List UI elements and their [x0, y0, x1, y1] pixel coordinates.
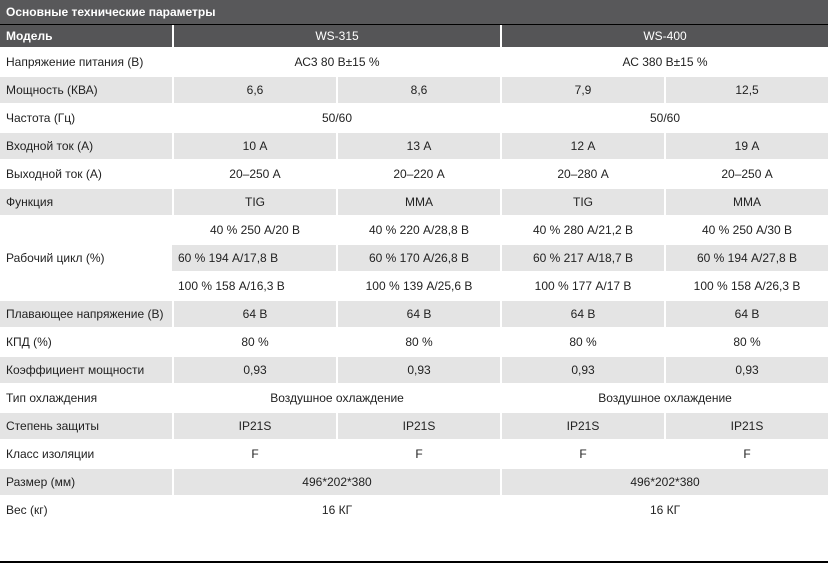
- cell: 13 А: [336, 133, 501, 161]
- cell: 19 А: [664, 133, 828, 161]
- cell: 40 % 280 А/21,2 В: [500, 217, 665, 245]
- row-function: Функция TIG MMA TIG MMA: [0, 189, 828, 217]
- row-label: Вес (кг): [0, 497, 172, 525]
- section-title: Основные технические параметры: [0, 0, 828, 24]
- model-ws400: WS-400: [500, 25, 828, 49]
- cell: 12 А: [500, 133, 665, 161]
- cell-ws400: 16 КГ: [500, 497, 828, 525]
- cell-ws315: АС3 80 В±15 %: [172, 49, 501, 77]
- cell: 60 % 170 А/26,8 В: [336, 245, 501, 273]
- cell-ws400: 496*202*380: [500, 469, 828, 497]
- cell: F: [664, 441, 828, 469]
- cell: IP21S: [172, 413, 336, 441]
- cell: 20–250 А: [664, 161, 828, 189]
- cell: F: [500, 441, 665, 469]
- cell-ws315: Воздушное охлаждение: [172, 385, 501, 413]
- cell: 64 В: [664, 301, 828, 329]
- row-label: Частота (Гц): [0, 105, 172, 133]
- cell: 0,93: [172, 357, 336, 385]
- row-duty-cycle-100: 100 % 158 А/16,3 В 100 % 139 А/25,6 В 10…: [0, 273, 828, 301]
- cell: TIG: [172, 189, 336, 217]
- row-label: Рабочий цикл (%): [0, 217, 172, 301]
- cell: 64 В: [336, 301, 501, 329]
- row-label: Степень защиты: [0, 413, 172, 441]
- cell: 0,93: [664, 357, 828, 385]
- row-power: Мощность (КВА) 6,6 8,6 7,9 12,5: [0, 77, 828, 105]
- cell-ws400: Воздушное охлаждение: [500, 385, 828, 413]
- cell: 7,9: [500, 77, 665, 105]
- row-label: Размер (мм): [0, 469, 172, 497]
- cell: 12,5: [664, 77, 828, 105]
- row-open-voltage: Плавающее напряжение (В) 64 В 64 В 64 В …: [0, 301, 828, 329]
- cell: IP21S: [336, 413, 501, 441]
- cell-ws315: 496*202*380: [172, 469, 501, 497]
- row-label: Тип охлаждения: [0, 385, 172, 413]
- row-voltage: Напряжение питания (В) АС3 80 В±15 % АС …: [0, 49, 828, 77]
- row-efficiency: КПД (%) 80 % 80 % 80 % 80 %: [0, 329, 828, 357]
- row-label: КПД (%): [0, 329, 172, 357]
- cell: 100 % 139 А/25,6 В: [336, 273, 501, 301]
- row-input-current: Входной ток (А) 10 А 13 А 12 А 19 А: [0, 133, 828, 161]
- cell: 0,93: [500, 357, 665, 385]
- cell: 80 %: [336, 329, 501, 357]
- header-row: Модель WS-315 WS-400: [0, 25, 828, 49]
- cell: 20–220 А: [336, 161, 501, 189]
- row-label: Класс изоляции: [0, 441, 172, 469]
- cell: 0,93: [336, 357, 501, 385]
- row-protection: Степень защиты IP21S IP21S IP21S IP21S: [0, 413, 828, 441]
- row-label: Напряжение питания (В): [0, 49, 172, 77]
- spec-table: Модель WS-315 WS-400 Напряжение питания …: [0, 25, 828, 525]
- row-label: Мощность (КВА): [0, 77, 172, 105]
- row-label: Функция: [0, 189, 172, 217]
- cell: 64 В: [500, 301, 665, 329]
- cell: IP21S: [500, 413, 665, 441]
- cell: TIG: [500, 189, 665, 217]
- cell: 6,6: [172, 77, 336, 105]
- cell: 8,6: [336, 77, 501, 105]
- row-cooling: Тип охлаждения Воздушное охлаждение Возд…: [0, 385, 828, 413]
- cell: F: [172, 441, 336, 469]
- cell-ws400: АС 380 В±15 %: [500, 49, 828, 77]
- cell: 10 А: [172, 133, 336, 161]
- cell: 80 %: [664, 329, 828, 357]
- divider-bottom: [0, 561, 828, 563]
- row-label: Входной ток (А): [0, 133, 172, 161]
- row-output-current: Выходной ток (А) 20–250 А 20–220 А 20–28…: [0, 161, 828, 189]
- row-insulation: Класс изоляции F F F F: [0, 441, 828, 469]
- cell: 60 % 217 А/18,7 В: [500, 245, 665, 273]
- cell: 64 В: [172, 301, 336, 329]
- cell: 80 %: [172, 329, 336, 357]
- row-label: Плавающее напряжение (В): [0, 301, 172, 329]
- row-weight: Вес (кг) 16 КГ 16 КГ: [0, 497, 828, 525]
- cell: 100 % 158 А/16,3 В: [172, 273, 336, 301]
- cell: 60 % 194 А/27,8 В: [664, 245, 828, 273]
- cell-ws400: 50/60: [500, 105, 828, 133]
- row-power-factor: Коэффициент мощности 0,93 0,93 0,93 0,93: [0, 357, 828, 385]
- cell: 60 % 194 А/17,8 В: [172, 245, 336, 273]
- cell: 20–280 А: [500, 161, 665, 189]
- cell: 20–250 А: [172, 161, 336, 189]
- cell: 40 % 250 А/20 В: [172, 217, 336, 245]
- row-size: Размер (мм) 496*202*380 496*202*380: [0, 469, 828, 497]
- cell: F: [336, 441, 501, 469]
- row-label: Выходной ток (А): [0, 161, 172, 189]
- row-label: Коэффициент мощности: [0, 357, 172, 385]
- cell: 40 % 250 А/30 В: [664, 217, 828, 245]
- cell: 100 % 177 А/17 В: [500, 273, 665, 301]
- row-frequency: Частота (Гц) 50/60 50/60: [0, 105, 828, 133]
- cell-ws315: 50/60: [172, 105, 501, 133]
- cell: 100 % 158 А/26,3 В: [664, 273, 828, 301]
- cell-ws315: 16 КГ: [172, 497, 501, 525]
- row-duty-cycle-60: 60 % 194 А/17,8 В 60 % 170 А/26,8 В 60 %…: [0, 245, 828, 273]
- cell: IP21S: [664, 413, 828, 441]
- cell: 40 % 220 А/28,8 В: [336, 217, 501, 245]
- row-duty-cycle-40: Рабочий цикл (%) 40 % 250 А/20 В 40 % 22…: [0, 217, 828, 301]
- cell: MMA: [336, 189, 501, 217]
- cell: 80 %: [500, 329, 665, 357]
- header-label: Модель: [0, 25, 172, 49]
- cell: MMA: [664, 189, 828, 217]
- model-ws315: WS-315: [172, 25, 501, 49]
